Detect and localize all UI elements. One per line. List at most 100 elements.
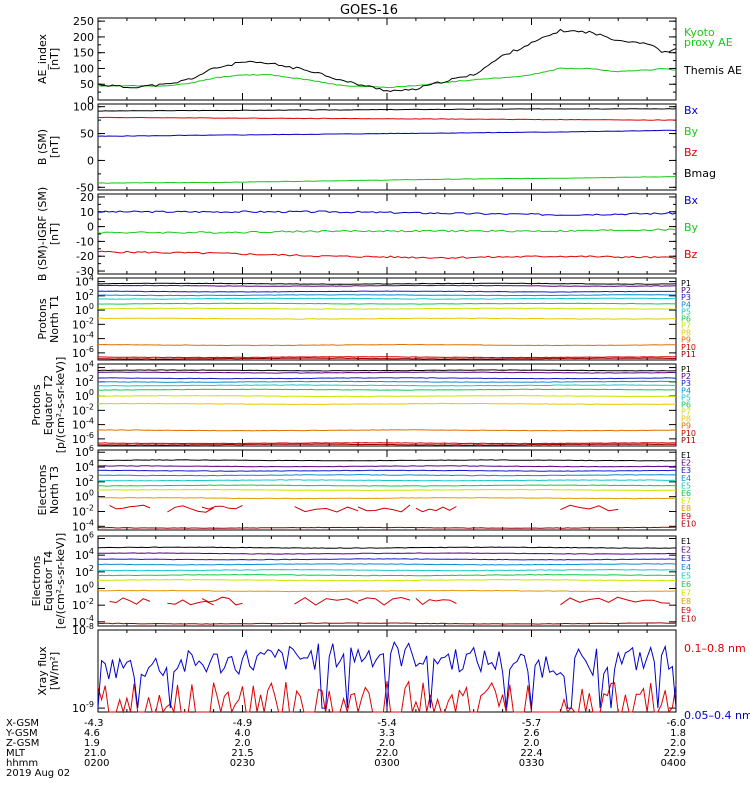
y-tick-label: -10	[76, 235, 94, 248]
y-tick-label: 10-4	[72, 417, 94, 432]
y-tick-label: 102	[75, 474, 94, 489]
channel-label: P5	[681, 393, 691, 402]
y-tick-label: 10-6	[72, 345, 94, 360]
series-channel-p10	[97, 442, 677, 445]
y-tick-label: 10-2	[72, 402, 94, 417]
y-axis-label: Protons	[30, 384, 43, 425]
series-bx	[97, 129, 677, 137]
orbit-value: -5.4	[377, 718, 397, 729]
y-axis-label: North T1	[48, 295, 61, 343]
series-channel-p11	[97, 443, 677, 446]
series-xray-short	[97, 640, 677, 709]
series-channel-e9	[415, 506, 457, 513]
y-axis-label: AE_index	[36, 33, 49, 84]
series-channel-p1	[97, 369, 677, 372]
channel-label: P3	[681, 379, 691, 388]
channel-label: E1	[681, 451, 691, 460]
date-label: 2019 Aug 02	[6, 768, 70, 779]
legend-label: Kyoto	[684, 26, 715, 39]
series-channel-p5	[97, 297, 676, 300]
orbit-value: -4.9	[233, 718, 253, 729]
series-channel-e10	[97, 622, 677, 625]
channel-label: E5	[681, 571, 691, 580]
series-channel-p6	[97, 302, 677, 305]
y-axis-label: Electrons	[36, 464, 49, 515]
series-channel-e3	[98, 558, 677, 561]
y-axis-label: Protons	[36, 298, 49, 339]
orbit-value: 22.0	[376, 748, 398, 759]
y-tick-label: 10	[80, 206, 94, 219]
y-tick-label: 104	[75, 459, 94, 474]
orbit-value: 0400	[661, 758, 686, 769]
y-axis-label: Xray flux	[36, 646, 49, 696]
series-channel-p6	[97, 388, 677, 391]
channel-label: P5	[681, 307, 691, 316]
series-channel-p10	[97, 356, 677, 359]
y-tick-label: 10-4	[72, 331, 94, 346]
series-group	[97, 282, 677, 360]
y-tick-label: 10-8	[72, 622, 94, 637]
series-channel-e3	[97, 469, 677, 472]
series-by	[97, 228, 677, 234]
channel-label: P7	[681, 408, 691, 417]
panel-bigrf: -30 -20 -100 10 20 B (SM)-IGRF (SM) [nT] Bx By Bz	[36, 187, 699, 281]
series-channel-e9	[560, 504, 619, 512]
y-tick-label: -50	[76, 181, 94, 194]
channel-label: E1	[681, 537, 691, 546]
y-axis-label: [e/(cm²-s-sr-keV)]	[54, 533, 67, 629]
orbit-value: -6.0	[666, 718, 686, 729]
y-tick-label: 102	[75, 564, 94, 579]
series-channel-p5	[98, 384, 677, 387]
y-axis-label: [nT]	[48, 136, 61, 158]
y-tick-label: 100	[75, 302, 94, 317]
series-channel-e8	[97, 497, 676, 500]
y-tick-label: 100	[73, 101, 94, 114]
orbit-row-label: hhmm	[6, 758, 38, 769]
panel-xray: 10-8 10-9 Xray flux [W/m²] 0.1–0.8 nm 0.05–0.…	[36, 622, 750, 722]
y-tick-label: 50	[80, 128, 94, 141]
y-tick-label: 200	[73, 31, 94, 44]
orbit-value: 2.6	[524, 728, 540, 739]
channel-label: P11	[681, 436, 696, 445]
y-tick-label: 150	[73, 47, 94, 60]
series-channel-e5	[97, 568, 677, 572]
channel-label: P3	[681, 293, 691, 302]
series-group	[97, 640, 677, 714]
channel-label: P2	[681, 286, 691, 295]
y-tick-label: 10-2	[72, 503, 94, 518]
channel-label: P9	[681, 422, 691, 431]
panel-frame	[97, 363, 677, 447]
channel-label: P1	[681, 279, 691, 288]
series-channel-e7	[98, 488, 676, 492]
legend-label: 0.1–0.8 nm	[684, 642, 746, 655]
series-channel-e9	[109, 504, 151, 510]
y-tick-label: 100	[73, 62, 94, 75]
y-tick-label: 100	[75, 388, 94, 403]
y-tick-label: 10-4	[72, 614, 94, 629]
channel-label: P6	[681, 400, 691, 409]
orbit-value: 1.8	[670, 728, 686, 739]
orbit-value: 0200	[84, 758, 109, 769]
series-bmag	[98, 108, 677, 112]
y-tick-label: 0	[87, 221, 94, 234]
series-channel-e9	[167, 505, 214, 513]
y-tick-label: 10-2	[72, 597, 94, 612]
orbit-value: 22.9	[664, 748, 686, 759]
series-channel-p1	[97, 282, 677, 285]
channel-label: E2	[681, 546, 691, 555]
panel-frame	[97, 103, 677, 191]
series-channel-e6	[97, 573, 677, 577]
orbit-value: 4.6	[84, 728, 100, 739]
series-channel-p7	[97, 394, 677, 398]
orbit-value: 2.0	[670, 738, 686, 749]
legend-label: Themis AE	[683, 64, 742, 77]
y-tick-label: -30	[76, 265, 94, 278]
series-channel-e9	[415, 598, 457, 606]
y-axis-label: [p/(cm²-s-sr-keV)]	[54, 357, 67, 454]
series-channel-e9	[201, 596, 243, 606]
